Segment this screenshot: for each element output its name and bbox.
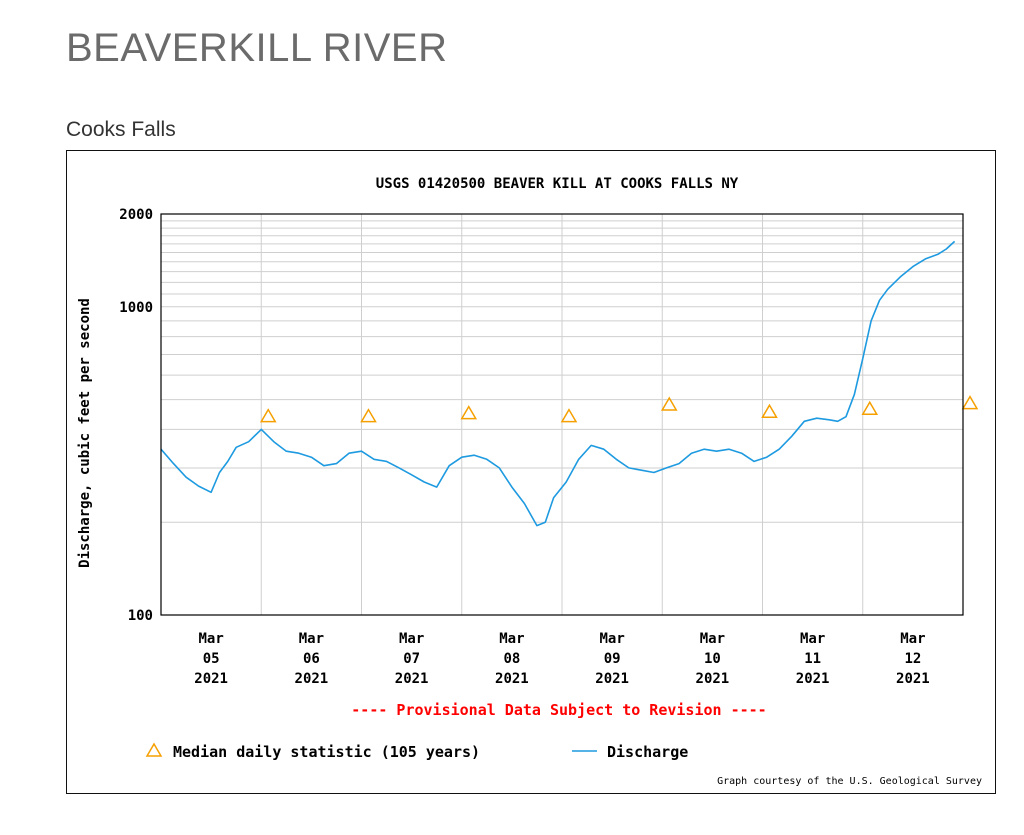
- median-marker: [360, 408, 377, 423]
- legend-median-triangle-icon: [145, 742, 163, 757]
- discharge-chart: USGS 01420500 BEAVER KILL AT COOKS FALLS…: [77, 176, 982, 787]
- y-tick-label: 100: [128, 608, 153, 624]
- x-tick-label-line: 06: [303, 651, 320, 667]
- y-axis-label: Discharge, cubic feet per second: [77, 298, 93, 568]
- chart-title: USGS 01420500 BEAVER KILL AT COOKS FALLS…: [376, 176, 739, 192]
- x-tick-label-line: Mar: [399, 631, 424, 647]
- median-markers: [259, 395, 979, 423]
- y-tick-label: 1000: [119, 300, 153, 316]
- x-tick-label: Mar 08 2021: [495, 631, 529, 687]
- y-tick-labels: 100 1000 2000: [119, 207, 153, 624]
- x-tick-label-line: 11: [804, 651, 821, 667]
- x-tick-label-line: Mar: [900, 631, 925, 647]
- x-tick-label-line: 12: [904, 651, 921, 667]
- x-tick-label-line: 2021: [595, 671, 629, 687]
- median-marker: [861, 400, 879, 416]
- discharge-line: [160, 240, 956, 527]
- x-tick-label: Mar 09 2021: [595, 631, 629, 687]
- x-tick-label-line: 08: [503, 651, 520, 667]
- x-tick-label-line: 09: [604, 651, 621, 667]
- x-tick-label-line: 10: [704, 651, 721, 667]
- median-marker: [560, 408, 578, 423]
- x-tick-label: Mar 12 2021: [896, 631, 930, 687]
- x-tick-label-line: 2021: [295, 671, 329, 687]
- x-tick-label-line: Mar: [299, 631, 324, 647]
- median-marker: [259, 408, 277, 423]
- x-tick-label: Mar 11 2021: [796, 631, 830, 687]
- median-marker: [961, 395, 979, 410]
- x-tick-label-line: Mar: [800, 631, 825, 647]
- gauge-location-label: Cooks Falls: [66, 118, 176, 141]
- x-tick-label-line: 2021: [395, 671, 429, 687]
- legend-discharge-label: Discharge: [607, 743, 688, 761]
- x-tick-label: Mar 05 2021: [194, 631, 228, 687]
- x-tick-label-line: Mar: [499, 631, 524, 647]
- x-tick-labels: Mar 05 2021 Mar 06 2021 Mar 07 2021 Mar 08 2021 Mar 0…: [194, 631, 929, 687]
- credit-text: Graph courtesy of the U.S. Geological Su…: [717, 776, 982, 787]
- median-marker: [761, 403, 778, 418]
- x-tick-label-line: 05: [203, 651, 220, 667]
- x-tick-label-line: 07: [403, 651, 420, 667]
- legend: Median daily statistic (105 years) Disch…: [145, 742, 688, 761]
- median-marker: [660, 396, 678, 411]
- provisional-note: ---- Provisional Data Subject to Revisio…: [351, 701, 766, 719]
- median-marker: [460, 405, 478, 420]
- plot-area-border: [160, 213, 964, 616]
- x-tick-label: Mar 06 2021: [295, 631, 329, 687]
- chart-frame: USGS 01420500 BEAVER KILL AT COOKS FALLS…: [66, 150, 996, 794]
- x-tick-label-line: Mar: [700, 631, 725, 647]
- y-tick-label: 2000: [119, 207, 153, 223]
- x-tick-label-line: 2021: [194, 671, 228, 687]
- grid-lines: [161, 214, 964, 615]
- x-tick-label-line: Mar: [599, 631, 624, 647]
- discharge-series: [160, 240, 956, 527]
- x-tick-label-line: 2021: [796, 671, 830, 687]
- legend-median-label: Median daily statistic (105 years): [173, 743, 480, 761]
- x-tick-label-line: 2021: [495, 671, 529, 687]
- x-tick-label-line: 2021: [896, 671, 930, 687]
- x-tick-label-line: Mar: [198, 631, 223, 647]
- x-tick-label: Mar 10 2021: [696, 631, 730, 687]
- page-title: BEAVERKILL RIVER: [66, 26, 448, 70]
- x-tick-label-line: 2021: [696, 671, 730, 687]
- x-tick-label: Mar 07 2021: [395, 631, 429, 687]
